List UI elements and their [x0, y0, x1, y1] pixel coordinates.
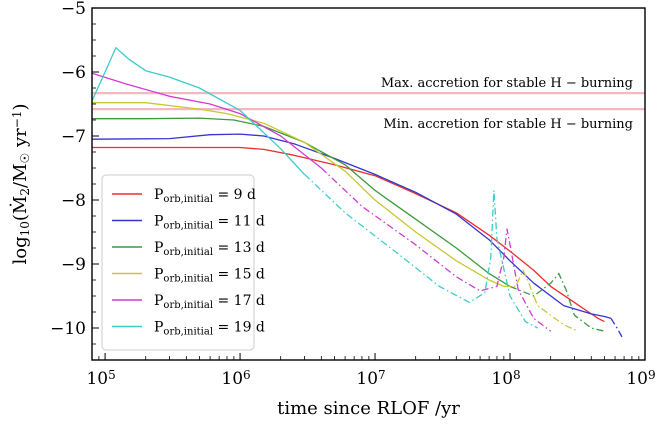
series-line	[92, 146, 605, 323]
reference-line-label: Min. accretion for stable H − burning	[383, 117, 633, 132]
series-line-dashdot	[503, 268, 579, 332]
reference-lines	[92, 92, 645, 111]
legend: Porb,initial = 9 d Porb,initial = 11 d Por…	[101, 174, 265, 351]
y-axis-label: log10(Ṁ2/M☉ yr−1)	[8, 104, 32, 265]
y-tick-label: −10	[50, 319, 86, 339]
x-tick-label: 107	[356, 368, 385, 389]
y-tick-label: −7	[61, 127, 86, 147]
legend-entry: Porb,initial = 13 d	[154, 240, 265, 258]
series-line-dashdot	[509, 272, 605, 332]
series-layer	[91, 47, 623, 338]
series-line-dashdot	[320, 167, 552, 332]
y-tick-label: −5	[61, 0, 86, 19]
x-tick-label: 106	[221, 368, 250, 389]
y-tick-label: −8	[61, 191, 86, 211]
legend-entry: Porb,initial = 19 d	[154, 320, 265, 338]
series-line	[91, 133, 612, 320]
legend-entry: Porb,initial = 9 d	[154, 187, 256, 205]
x-tick-label: 108	[491, 368, 520, 389]
series-line-dashdot	[610, 318, 623, 338]
x-tick-label: 109	[626, 368, 655, 389]
legend-entry: Porb,initial = 11 d	[154, 214, 265, 232]
legend-entry: Porb,initial = 15 d	[154, 267, 265, 285]
series-line	[91, 47, 305, 175]
y-tick-label: −9	[61, 255, 86, 275]
series-line	[92, 117, 511, 287]
series-line-dashdot	[304, 173, 538, 329]
reference-line-label: Max. accretion for stable H − burning	[381, 76, 633, 91]
x-axis-label: time since RLOF /yr	[277, 398, 460, 419]
annotations: Max. accretion for stable H − burning Min…	[381, 76, 633, 132]
series-line	[91, 72, 322, 169]
y-tick-label: −6	[61, 63, 86, 83]
series-line	[92, 102, 505, 287]
axis-ticks: 105 106 107 108 109 −5 −6 −7 −8 −9 −10	[50, 0, 656, 389]
legend-box	[101, 174, 255, 351]
x-tick-label: 105	[86, 368, 115, 389]
legend-entry: Porb,initial = 17 d	[154, 293, 265, 311]
